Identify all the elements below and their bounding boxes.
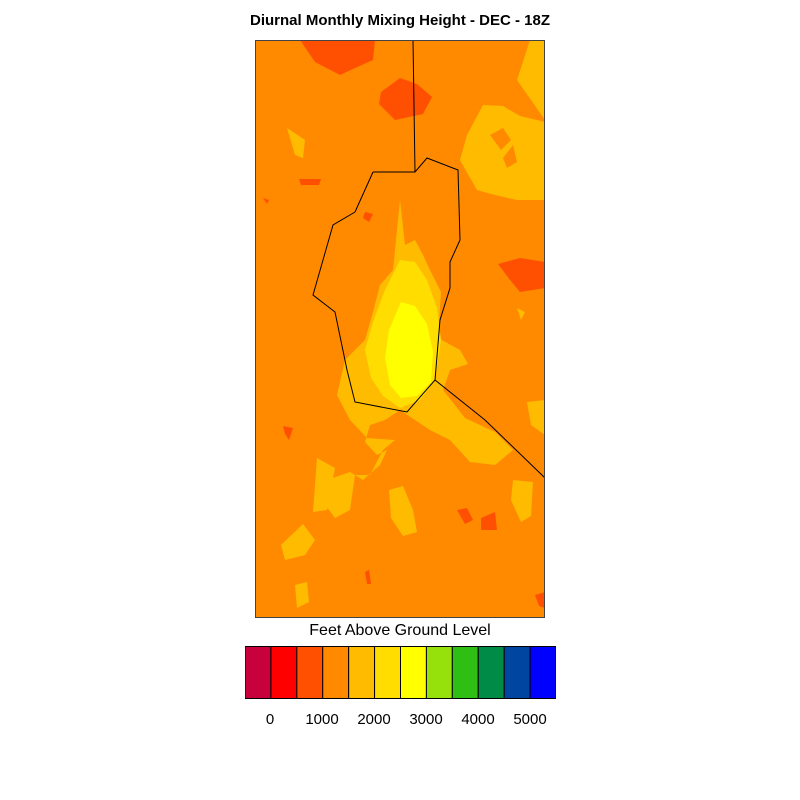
colorbar-swatch: [244, 646, 272, 699]
colorbar-swatch: [374, 646, 402, 699]
colorbar-swatch: [270, 646, 298, 699]
contour-area: [527, 400, 545, 435]
colorbar-swatch: [400, 646, 427, 699]
map-canvas: [255, 40, 545, 618]
contour-area: [379, 78, 432, 120]
contour-area: [503, 145, 517, 168]
contour-area: [363, 212, 373, 222]
color-legend: [244, 646, 557, 699]
contour-area: [517, 40, 545, 120]
contour-area: [299, 179, 321, 185]
colorbar-swatches: [244, 646, 557, 699]
colorbar-swatch: [451, 646, 479, 699]
contour-area: [511, 480, 533, 522]
contour-area: [517, 308, 525, 320]
contour-area: [313, 458, 335, 512]
contour-area: [389, 486, 417, 536]
county-boundaries: [312, 40, 545, 479]
contour-area: [385, 302, 433, 398]
mixing-height-map: [255, 40, 545, 618]
legend-title: Feet Above Ground Level: [309, 622, 491, 639]
boundary-line: [412, 40, 416, 173]
legend-tick-label: 4000: [461, 711, 495, 728]
colorbar-swatch: [529, 646, 557, 699]
legend-tick-label: 2000: [357, 711, 391, 728]
contour-area: [365, 570, 371, 584]
contour-area: [457, 508, 473, 524]
colorbar-swatch: [477, 646, 505, 699]
colorbar-swatch: [322, 646, 350, 699]
boundary-line: [312, 157, 461, 413]
contour-area: [263, 198, 269, 204]
legend-tick-label: 5000: [513, 711, 547, 728]
contour-area: [481, 512, 497, 530]
colorbar-swatch: [503, 646, 531, 699]
contour-area: [295, 582, 309, 608]
contour-area: [287, 128, 305, 158]
boundary-line: [354, 171, 374, 213]
contour-area: [281, 524, 315, 560]
boundary-line: [434, 379, 545, 479]
colorbar-swatch: [296, 646, 324, 699]
legend-tick-label: 0: [265, 711, 275, 728]
map-title: Diurnal Monthly Mixing Height - DEC - 18…: [250, 12, 550, 29]
colorbar-swatch: [425, 646, 453, 699]
contour-area: [498, 258, 545, 292]
contour-area: [300, 40, 375, 75]
low-mixing-height-areas: [263, 40, 545, 608]
map-frame: [255, 40, 545, 618]
contour-area: [460, 105, 545, 200]
contour-area: [490, 128, 511, 150]
contour-area: [283, 426, 293, 440]
legend-tick-label: 1000: [305, 711, 339, 728]
contour-area: [535, 592, 545, 608]
legend-tick-label: 3000: [409, 711, 443, 728]
colorbar-swatch: [348, 646, 376, 699]
